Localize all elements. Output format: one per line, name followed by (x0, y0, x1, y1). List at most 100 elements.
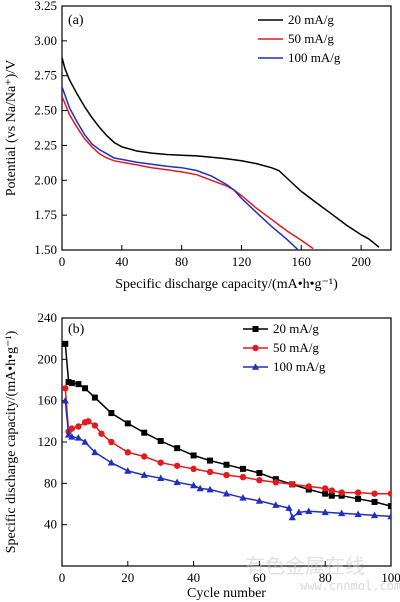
data-point (141, 453, 148, 460)
data-point (239, 465, 246, 472)
series-line-1 (62, 57, 380, 248)
y-tick-label: 40 (44, 517, 57, 532)
data-point (355, 495, 362, 502)
data-point (338, 509, 346, 517)
data-point (222, 489, 231, 497)
data-point (354, 489, 362, 496)
data-point (338, 489, 345, 496)
x-tick-label: 20 (121, 570, 134, 585)
data-point (91, 448, 99, 456)
y-tick-label: 1.50 (34, 242, 57, 257)
y-tick-label: 240 (38, 310, 58, 325)
data-point (108, 410, 115, 417)
data-point (140, 471, 148, 478)
y-tick-label: 160 (38, 393, 58, 408)
data-point (295, 508, 303, 516)
watermark-url: www.cnnmol.com (300, 579, 400, 593)
watermark-text: 有色金属在线 (245, 554, 365, 578)
y-tick-label: 3.00 (34, 33, 57, 48)
data-point (81, 438, 89, 445)
data-point (98, 430, 105, 437)
y-tick-label: 2.25 (34, 137, 57, 152)
series-group (62, 57, 380, 250)
data-point (256, 470, 263, 476)
x-axis-label: Specific discharge capacity/(mA•h•g⁻¹) (115, 277, 338, 292)
data-point (190, 452, 197, 459)
data-point (157, 459, 164, 466)
legend-marker (251, 363, 260, 370)
x-tick-label: 120 (232, 254, 252, 269)
data-point (75, 381, 82, 388)
data-point (321, 508, 329, 516)
x-tick-label: 40 (187, 570, 200, 585)
data-point (288, 513, 296, 521)
data-point (74, 434, 83, 441)
series-line-1 (64, 343, 391, 507)
legend-label: 20 mA/g (288, 12, 334, 27)
y-tick-label: 80 (44, 475, 57, 490)
data-point (62, 340, 69, 347)
data-point (370, 511, 379, 519)
data-point (141, 429, 148, 436)
data-point (322, 485, 329, 492)
data-point (173, 478, 181, 486)
data-point (272, 501, 280, 508)
plot-frame (61, 5, 392, 251)
legend-label: 100 mA/g (288, 50, 341, 65)
data-point (62, 396, 69, 404)
data-point (85, 418, 92, 425)
data-point (196, 484, 204, 492)
data-point (371, 498, 378, 505)
x-tick-label: 60 (253, 570, 266, 585)
data-point (206, 485, 214, 493)
data-point (206, 468, 214, 476)
x-tick-label: 80 (175, 254, 188, 269)
y-tick-label: 120 (38, 434, 58, 449)
series-line-3 (62, 86, 299, 250)
data-point (91, 422, 99, 429)
data-point (272, 479, 280, 486)
legend-marker (252, 326, 259, 332)
legend-label: 100 mA/g (273, 359, 326, 374)
y-axis-label: Potential (vs Na/Na⁺)/V (4, 60, 19, 196)
data-point (190, 481, 198, 489)
data-point (107, 458, 115, 466)
data-point (68, 433, 76, 440)
panel-b: 0 20 40 60 80 100 40 80 120 160 200 240 Cycle number… (4, 310, 400, 601)
x-tick-label: 100 (381, 570, 400, 585)
data-point (108, 438, 115, 446)
y-tick-label: 2.50 (34, 103, 57, 118)
x-tick-label: 160 (292, 254, 312, 269)
data-point (354, 510, 362, 518)
data-point (75, 423, 82, 430)
data-point (305, 483, 312, 490)
x-tick-label: 200 (351, 254, 371, 269)
data-point (174, 445, 181, 452)
data-point (239, 494, 247, 501)
series-line-3 (64, 400, 391, 519)
data-point (328, 492, 335, 499)
data-point (68, 425, 76, 432)
legend-label: 50 mA/g (288, 31, 334, 46)
series-group (62, 340, 391, 521)
data-point (157, 437, 164, 444)
data-point (255, 497, 263, 504)
panel-a: 0 40 80 120 160 200 1.50 1.75 2.00 2.25 2.50 2.75 3.… (4, 0, 392, 292)
data-point (207, 457, 214, 464)
data-point (190, 465, 197, 473)
data-point (62, 385, 69, 392)
data-point (387, 512, 391, 520)
data-point (68, 380, 75, 387)
legend-label: 20 mA/g (273, 321, 319, 336)
data-point (124, 449, 131, 456)
y-tick-label: 2.00 (34, 172, 57, 187)
data-point (371, 490, 378, 497)
x-tick-label: 80 (319, 570, 332, 585)
legend-label: 50 mA/g (273, 340, 319, 355)
data-point (223, 471, 230, 479)
data-point (157, 474, 165, 481)
y-axis-label: Specific discharge capacity/(mA•h•g⁻¹) (4, 330, 19, 553)
y-tick-label: 1.75 (34, 207, 57, 222)
data-point (256, 477, 263, 484)
data-point (124, 420, 131, 427)
